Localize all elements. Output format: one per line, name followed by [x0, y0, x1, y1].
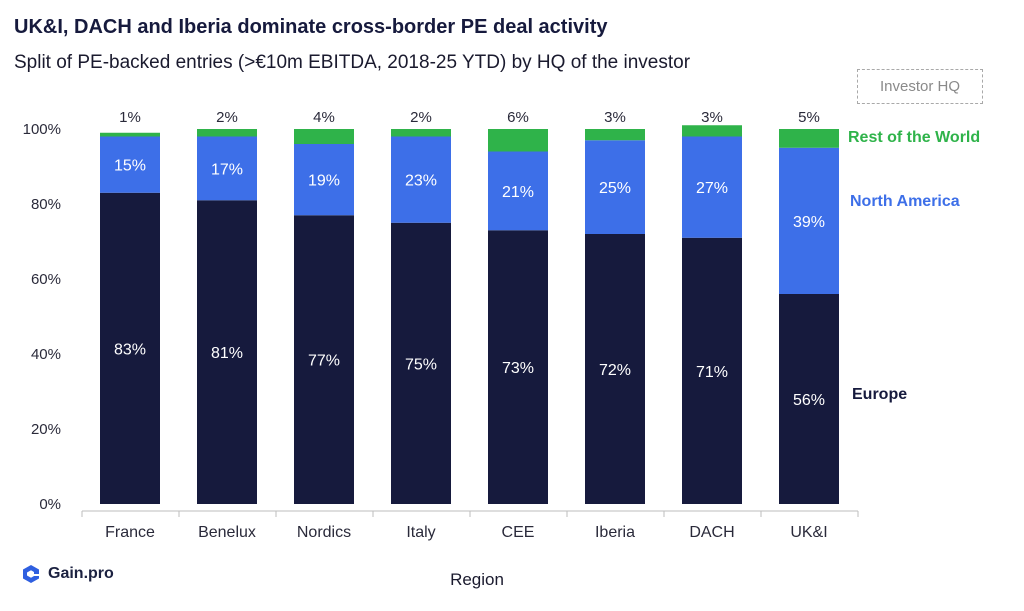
- legend-title-box: Investor HQ: [857, 69, 983, 104]
- bar-segment-north-america: [197, 136, 257, 201]
- y-tick-label: 0%: [39, 496, 61, 513]
- x-axis-title: Region: [450, 570, 504, 589]
- bar-segment-europe: [779, 294, 839, 504]
- brand-name: Gain.pro: [48, 565, 114, 582]
- bar-segment-europe: [197, 200, 257, 504]
- data-label: 2%: [216, 109, 238, 126]
- bar-segment-europe: [585, 234, 645, 504]
- data-label: 3%: [701, 109, 723, 126]
- bar-segment-north-america: [682, 136, 742, 238]
- y-tick-label: 80%: [31, 196, 61, 213]
- bar-segment-rest-of-the-world: [100, 132, 160, 137]
- series-label: Europe: [852, 386, 907, 403]
- x-tick-label: France: [105, 524, 155, 541]
- bar-segment-europe: [488, 230, 548, 504]
- x-tick-label: UK&I: [790, 524, 827, 541]
- x-tick-label: Benelux: [198, 524, 256, 541]
- data-label: 2%: [410, 109, 432, 126]
- data-label: 27%: [696, 180, 728, 197]
- data-label: 19%: [308, 173, 340, 190]
- bar-segment-rest-of-the-world: [682, 125, 742, 137]
- bar-segment-rest-of-the-world: [779, 129, 839, 148]
- x-tick-label: Italy: [406, 524, 435, 541]
- bar-segment-north-america: [294, 144, 354, 216]
- bar-segment-rest-of-the-world: [488, 129, 548, 152]
- bar-segment-europe: [391, 222, 451, 504]
- y-tick-label: 60%: [31, 271, 61, 288]
- series-label: Rest of the World: [848, 129, 980, 146]
- x-tick-label: Nordics: [297, 524, 351, 541]
- data-label: 23%: [405, 173, 437, 190]
- x-tick-label: CEE: [502, 524, 535, 541]
- data-label: 72%: [599, 362, 631, 379]
- data-label: 21%: [502, 184, 534, 201]
- data-label: 77%: [308, 353, 340, 370]
- brand-logo: Gain.pro: [20, 563, 114, 585]
- bar-segment-north-america: [391, 136, 451, 223]
- bar-segment-europe: [682, 237, 742, 504]
- chart-title: UK&I, DACH and Iberia dominate cross-bor…: [14, 16, 608, 38]
- data-label: 25%: [599, 180, 631, 197]
- data-label: 39%: [793, 214, 825, 231]
- legend-title: Investor HQ: [879, 78, 961, 95]
- bar-segment-north-america: [100, 136, 160, 193]
- y-tick-label: 40%: [31, 346, 61, 363]
- data-label: 17%: [211, 161, 243, 178]
- bar-segment-europe: [100, 192, 160, 504]
- bar-segment-north-america: [488, 151, 548, 231]
- data-label: 73%: [502, 360, 534, 377]
- data-label: 3%: [604, 109, 626, 126]
- data-label: 5%: [798, 109, 820, 126]
- chart-subtitle: Split of PE-backed entries (>€10m EBITDA…: [14, 52, 691, 73]
- bar-segment-north-america: [585, 140, 645, 234]
- data-label: 71%: [696, 364, 728, 381]
- data-label: 83%: [114, 341, 146, 358]
- data-label: 4%: [313, 109, 335, 126]
- data-label: 15%: [114, 158, 146, 175]
- series-label: North America: [850, 193, 960, 210]
- bar-segment-rest-of-the-world: [585, 129, 645, 141]
- bar-segment-north-america: [779, 147, 839, 294]
- bar-segment-rest-of-the-world: [294, 129, 354, 144]
- data-label: 81%: [211, 345, 243, 362]
- data-label: 56%: [793, 392, 825, 409]
- bar-segment-rest-of-the-world: [197, 129, 257, 137]
- y-tick-label: 100%: [23, 121, 61, 138]
- gain-pro-logo-icon: [23, 565, 39, 583]
- data-label: 1%: [119, 109, 141, 126]
- bar-segment-europe: [294, 215, 354, 504]
- x-tick-label: Iberia: [595, 524, 635, 541]
- x-tick-label: DACH: [689, 524, 734, 541]
- data-label: 6%: [507, 109, 529, 126]
- y-tick-label: 20%: [31, 421, 61, 438]
- data-label: 75%: [405, 356, 437, 373]
- bar-segment-rest-of-the-world: [391, 129, 451, 137]
